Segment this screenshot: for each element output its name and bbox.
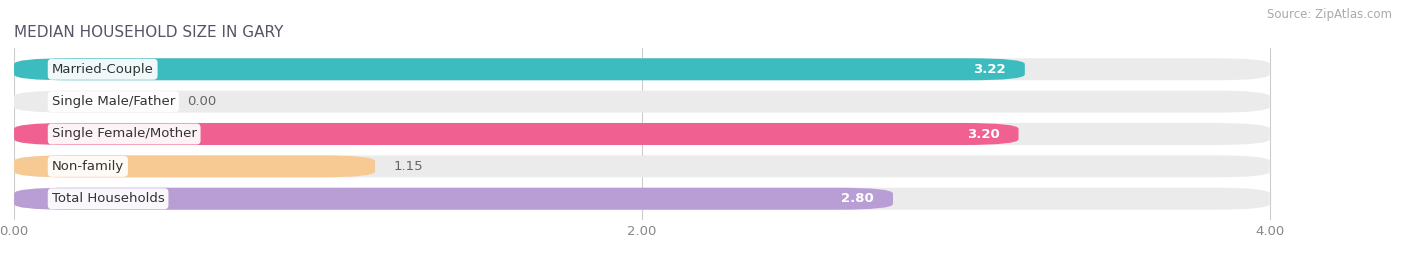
Text: 0.00: 0.00 xyxy=(187,95,217,108)
FancyBboxPatch shape xyxy=(14,91,1270,113)
Text: 3.20: 3.20 xyxy=(967,128,1000,140)
Text: 2.80: 2.80 xyxy=(841,192,875,205)
Text: Married-Couple: Married-Couple xyxy=(52,63,153,76)
Text: Source: ZipAtlas.com: Source: ZipAtlas.com xyxy=(1267,8,1392,21)
FancyBboxPatch shape xyxy=(14,123,1018,145)
FancyBboxPatch shape xyxy=(14,123,1270,145)
Text: Non-family: Non-family xyxy=(52,160,124,173)
Text: Single Male/Father: Single Male/Father xyxy=(52,95,174,108)
Text: 3.22: 3.22 xyxy=(973,63,1005,76)
Text: Single Female/Mother: Single Female/Mother xyxy=(52,128,197,140)
FancyBboxPatch shape xyxy=(14,188,893,210)
FancyBboxPatch shape xyxy=(14,155,1270,177)
Text: Total Households: Total Households xyxy=(52,192,165,205)
Text: 1.15: 1.15 xyxy=(394,160,423,173)
FancyBboxPatch shape xyxy=(14,58,1025,80)
FancyBboxPatch shape xyxy=(14,188,1270,210)
FancyBboxPatch shape xyxy=(14,58,1270,80)
Text: MEDIAN HOUSEHOLD SIZE IN GARY: MEDIAN HOUSEHOLD SIZE IN GARY xyxy=(14,25,284,40)
FancyBboxPatch shape xyxy=(14,155,375,177)
